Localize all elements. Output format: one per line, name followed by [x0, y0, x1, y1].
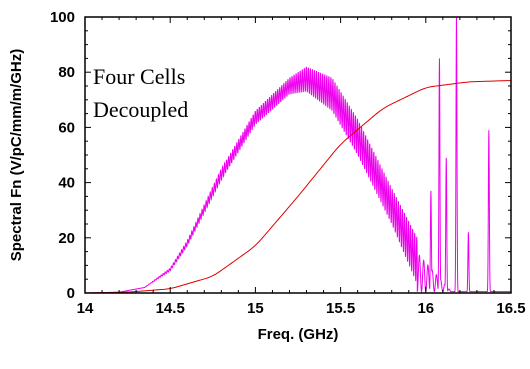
y-tick-label: 0 [67, 285, 75, 302]
series-integrated-red [85, 80, 511, 293]
y-tick-label: 80 [58, 64, 75, 81]
ticks-layer [84, 16, 512, 294]
series-layer [85, 17, 511, 293]
annotation-line-1: Four Cells [93, 64, 185, 89]
y-tick-label: 20 [58, 230, 75, 247]
annotation-line-2: Decoupled [93, 97, 188, 122]
y-axis-title: Spectral Fn (V/pC/mm/m/GHz) [8, 49, 25, 262]
x-axis-title: Freq. (GHz) [258, 326, 339, 343]
x-tick-label: 14.5 [156, 300, 185, 317]
x-tick-label: 16.5 [496, 300, 525, 317]
x-tick-label: 15.5 [326, 300, 355, 317]
y-tick-label: 100 [50, 9, 75, 26]
y-tick-label: 60 [58, 119, 75, 136]
x-tick-label: 16 [417, 300, 434, 317]
series-spectral-magenta [85, 17, 511, 293]
y-tick-label: 40 [58, 175, 75, 192]
x-tick-label: 14 [77, 300, 94, 317]
x-tick-label: 15 [247, 300, 264, 317]
tick-labels-layer: 14 14.5 15 15.5 16 16.5 0 20 40 60 80 100 [50, 9, 526, 317]
